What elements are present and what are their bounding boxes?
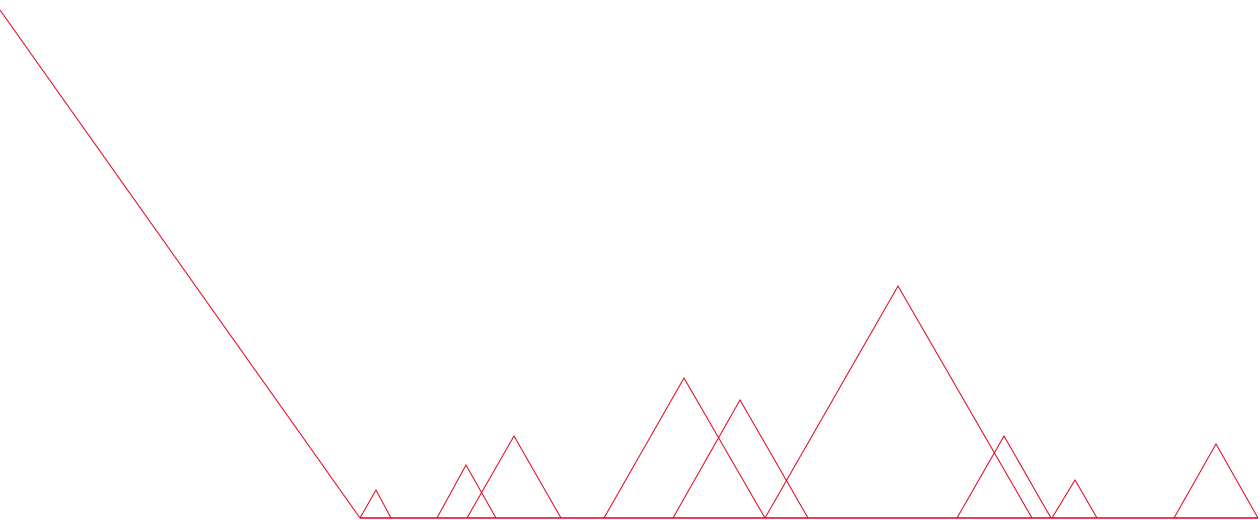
triangle-3 bbox=[466, 434, 562, 519]
triangle-4 bbox=[603, 376, 766, 519]
triangle-2 bbox=[436, 463, 497, 519]
triangle-5 bbox=[672, 398, 809, 519]
triangle-8 bbox=[1051, 479, 1098, 519]
triangle-9 bbox=[1173, 442, 1259, 519]
triangle-1 bbox=[359, 488, 392, 519]
lead-line bbox=[0, 9, 361, 519]
triangle-6 bbox=[764, 284, 1033, 519]
triangle-7 bbox=[956, 434, 1052, 519]
